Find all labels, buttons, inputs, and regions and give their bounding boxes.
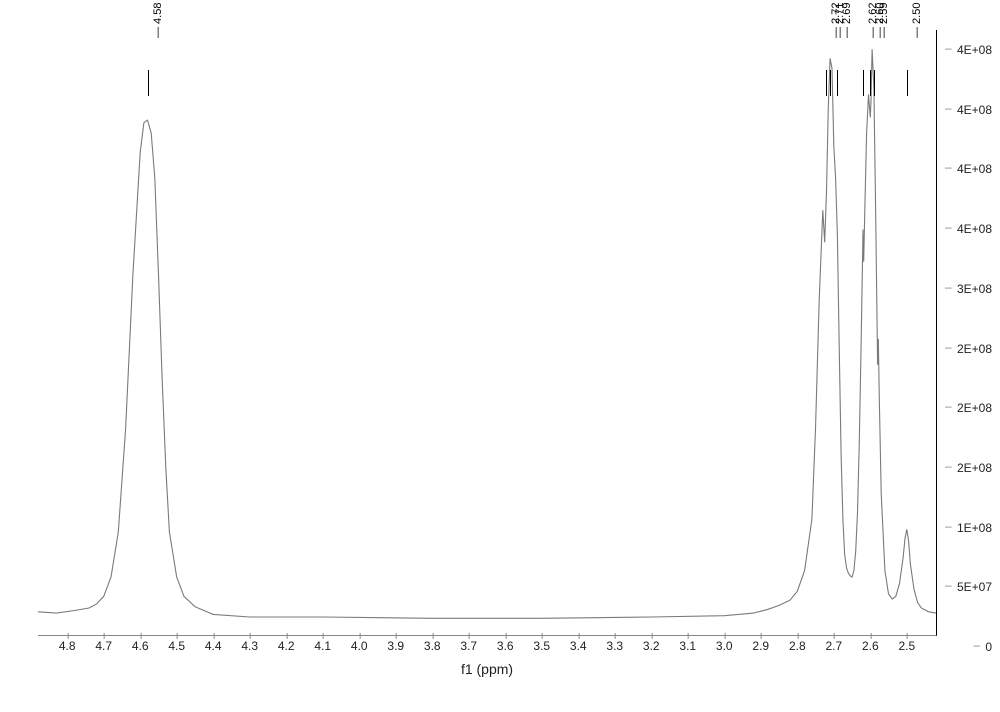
y-tick: 2E+08 [957, 342, 992, 356]
peak-leader [870, 70, 871, 96]
x-tick: 2.8 [789, 639, 806, 653]
x-tick: 3.8 [424, 639, 441, 653]
x-tick: 2.6 [862, 639, 879, 653]
y-tick: 4E+08 [957, 162, 992, 176]
y-tick: 5E+07 [957, 580, 992, 594]
x-tick: 2.7 [825, 639, 842, 653]
peak-label: — 4.58 [152, 3, 164, 38]
spectrum-trace [38, 30, 936, 635]
y-tick: 0 [985, 640, 992, 654]
y-tick: 3E+08 [957, 282, 992, 296]
y-tick: 2E+08 [957, 461, 992, 475]
x-tick: 4.2 [278, 639, 295, 653]
peak-leader [874, 70, 875, 96]
x-tick: 3.2 [643, 639, 660, 653]
x-tick: 3.7 [460, 639, 477, 653]
x-tick: 3.9 [387, 639, 404, 653]
y-tick: 4E+08 [957, 43, 992, 57]
peak-leader [830, 70, 831, 96]
x-tick: 4.6 [132, 639, 149, 653]
x-tick: 2.5 [898, 639, 915, 653]
x-tick: 4.4 [205, 639, 222, 653]
x-axis-label: f1 (ppm) [461, 661, 513, 677]
x-tick: 3.4 [570, 639, 587, 653]
nmr-plot-area: 4.84.74.64.54.44.34.24.14.03.93.83.73.63… [38, 30, 937, 636]
x-tick: 4.5 [168, 639, 185, 653]
x-tick: 4.1 [314, 639, 331, 653]
x-tick: 3.3 [606, 639, 623, 653]
peak-label: — 2.59 [878, 3, 890, 38]
x-tick: 3.0 [716, 639, 733, 653]
x-tick: 3.1 [679, 639, 696, 653]
y-tick: 2E+08 [957, 401, 992, 415]
y-tick: 4E+08 [957, 222, 992, 236]
x-tick: 4.3 [241, 639, 258, 653]
x-tick: 3.6 [497, 639, 514, 653]
peak-leader [837, 70, 838, 96]
peak-leader [148, 70, 149, 96]
x-tick: 4.7 [95, 639, 112, 653]
y-tick: 4E+08 [957, 103, 992, 117]
peak-label: — 2.69 [841, 3, 853, 38]
peak-leader [863, 70, 864, 96]
peak-leader [826, 70, 827, 96]
x-tick: 2.9 [752, 639, 769, 653]
peak-leader [907, 70, 908, 96]
y-tick: 1E+08 [957, 521, 992, 535]
x-tick: 4.0 [351, 639, 368, 653]
x-tick: 4.8 [59, 639, 76, 653]
x-tick: 3.5 [533, 639, 550, 653]
peak-label: — 2.50 [911, 3, 923, 38]
